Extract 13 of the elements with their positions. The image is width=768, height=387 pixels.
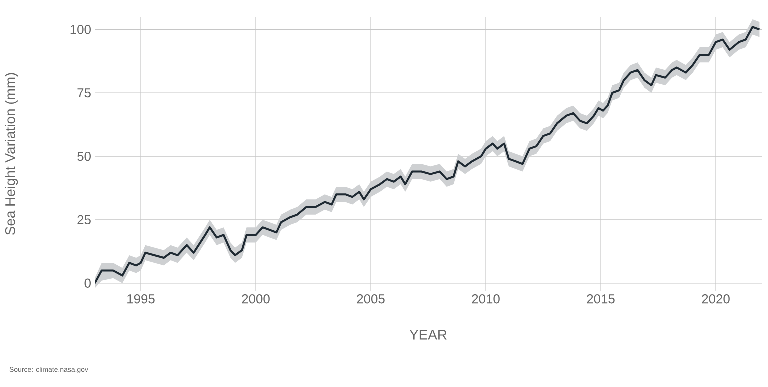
x-tick-label: 2020 [702, 294, 730, 304]
y-tick-label: 75 [78, 88, 91, 98]
x-tick-label: 2000 [242, 294, 270, 304]
x-tick-label: 2005 [357, 294, 385, 304]
x-axis-title: YEAR [410, 330, 447, 340]
y-tick-label: 25 [78, 215, 91, 225]
y-tick-label: 100 [70, 25, 91, 34]
x-tick-label: 2010 [472, 294, 500, 304]
y-tick-label: 50 [78, 152, 91, 162]
x-tick-label: 1995 [128, 294, 155, 304]
y-tick-label: 0 [84, 278, 91, 288]
y-axis-title: Sea Height Variation (mm) [5, 73, 18, 236]
x-tick-label: 2015 [587, 294, 615, 304]
